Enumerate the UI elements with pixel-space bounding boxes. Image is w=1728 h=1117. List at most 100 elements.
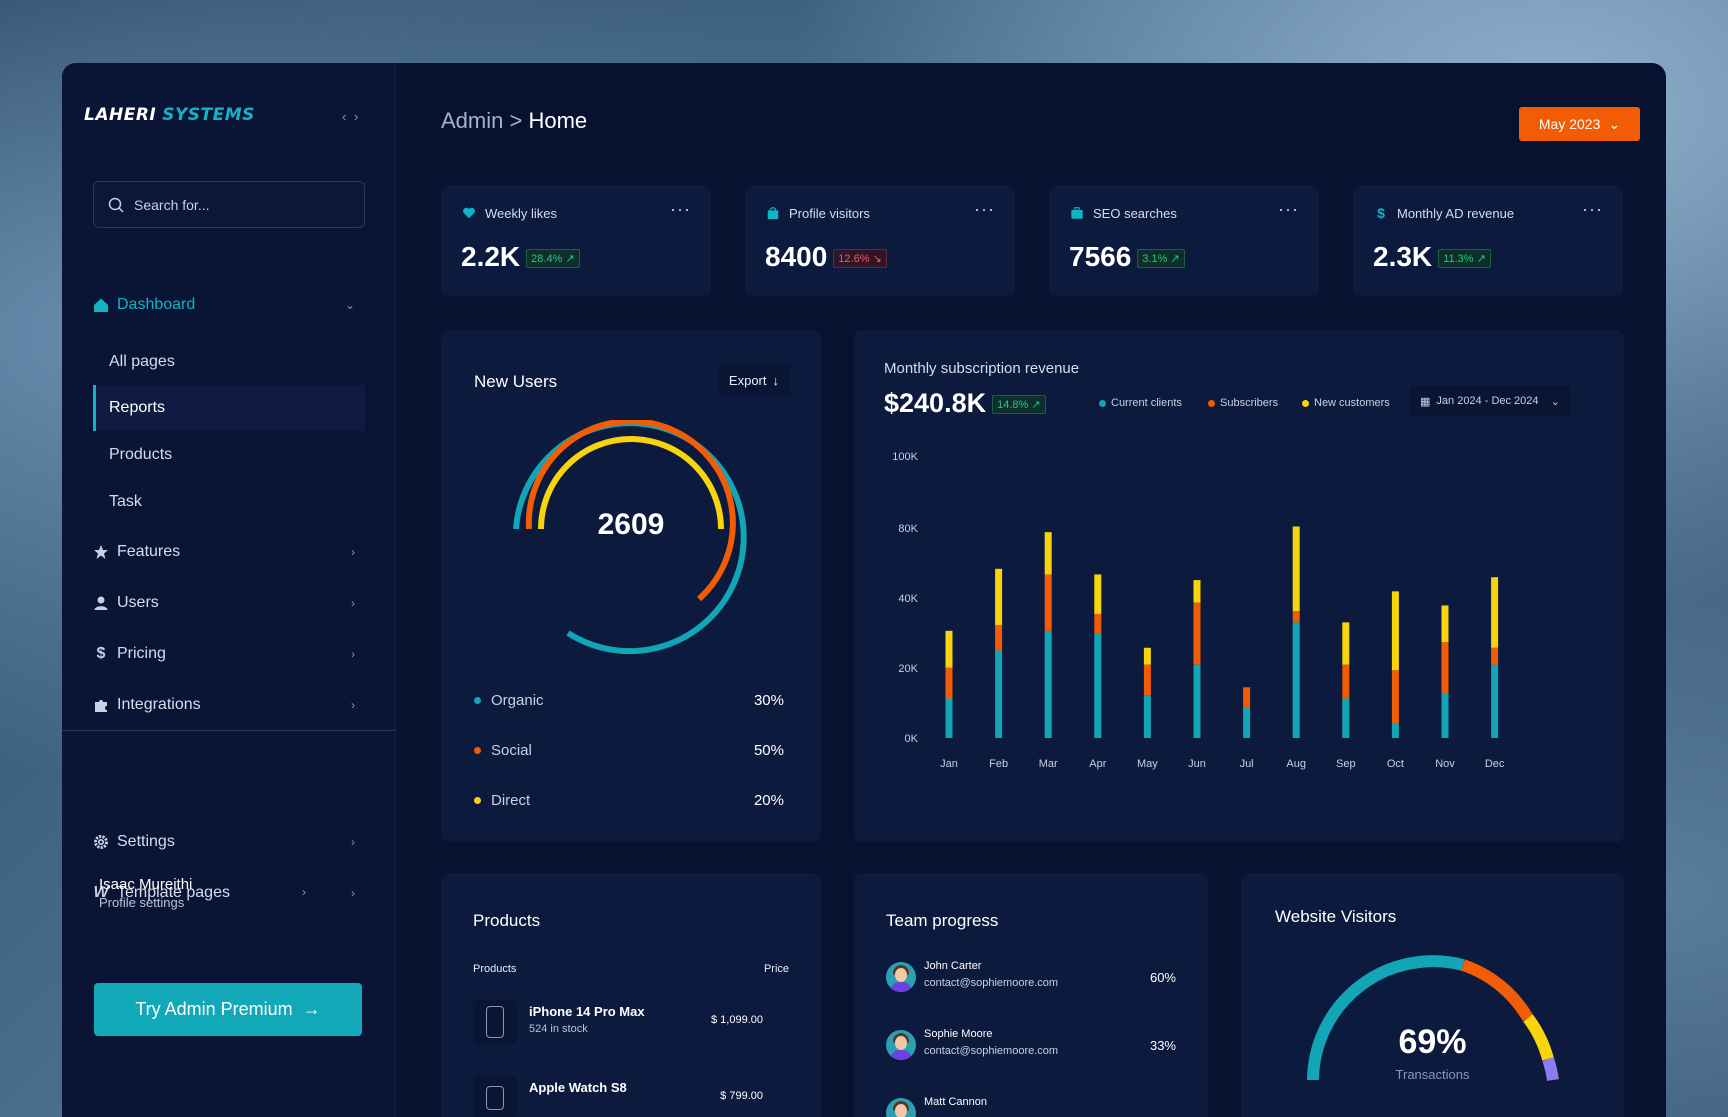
- search-box[interactable]: [93, 181, 365, 228]
- sidebar-item-label: Template pages: [117, 884, 230, 901]
- profile-settings-link[interactable]: Profile settings: [99, 895, 185, 910]
- brand-logo[interactable]: LAHERI SYSTEMS: [84, 105, 255, 125]
- bar-subscribers[interactable]: [1342, 664, 1350, 699]
- bar-subscribers[interactable]: [1441, 642, 1449, 693]
- bar-current-clients[interactable]: [1491, 664, 1499, 738]
- y-tick-label: 0K: [905, 733, 919, 745]
- kpi-number: 2.2K: [461, 241, 521, 272]
- sidebar-item-settings[interactable]: Settings ›: [93, 822, 365, 862]
- export-button[interactable]: Export ↓: [718, 365, 789, 395]
- date-range-picker[interactable]: ▦ Jan 2024 - Dec 2024 ⌄: [1410, 386, 1570, 416]
- product-price: $ 799.00: [720, 1090, 763, 1102]
- premium-label: Try Admin Premium: [135, 999, 293, 1019]
- more-options-icon[interactable]: ···: [974, 199, 995, 219]
- legend-pct: 50%: [753, 742, 784, 759]
- bar-current-clients[interactable]: [1193, 664, 1201, 738]
- sidebar-subitem-reports[interactable]: Reports: [93, 385, 365, 431]
- bar-subscribers[interactable]: [1094, 613, 1102, 634]
- product-row[interactable]: iPhone 14 Pro Max 524 in stock $ 1,099.0…: [473, 1000, 763, 1044]
- puzzle-icon: [93, 697, 109, 713]
- products-card: Products Products Price iPhone 14 Pro Ma…: [441, 873, 821, 1117]
- bar-subscribers[interactable]: [1491, 647, 1499, 665]
- bar-current-clients[interactable]: [1094, 633, 1102, 738]
- bar-subscribers[interactable]: [995, 625, 1003, 651]
- bar-subscribers[interactable]: [1044, 574, 1052, 631]
- bar-new-customers[interactable]: [1094, 574, 1102, 614]
- more-options-icon[interactable]: ···: [1278, 199, 1299, 219]
- heart-icon: [461, 205, 477, 221]
- visitors-title: Website Visitors: [1275, 907, 1397, 926]
- product-row[interactable]: Apple Watch S8 $ 799.00: [473, 1076, 763, 1117]
- chevron-right-icon: ›: [351, 647, 355, 661]
- bar-new-customers[interactable]: [945, 630, 953, 668]
- revenue-card: Monthly subscription revenue $240.8K 14.8…: [854, 330, 1624, 842]
- member-progress: 60%: [1149, 970, 1176, 985]
- kpi-delta-badge: 3.1% ↗: [1137, 249, 1185, 269]
- bar-current-clients[interactable]: [945, 698, 953, 738]
- bar-current-clients[interactable]: [1441, 692, 1449, 738]
- revenue-amount: $240.8K: [884, 388, 987, 418]
- sidebar-item-template-pages[interactable]: W Template pages ›: [93, 873, 365, 913]
- home-icon: [93, 297, 109, 313]
- sidebar-item-features[interactable]: Features ›: [93, 532, 365, 572]
- sidebar-subitem-all-pages[interactable]: All pages: [109, 353, 175, 370]
- bar-new-customers[interactable]: [1441, 605, 1449, 643]
- breadcrumb-root[interactable]: Admin: [441, 108, 504, 133]
- breadcrumb: Admin > Home: [441, 108, 587, 134]
- bar-new-customers[interactable]: [1292, 526, 1300, 612]
- try-premium-button[interactable]: Try Admin Premium →: [94, 983, 362, 1036]
- bar-current-clients[interactable]: [1044, 630, 1052, 738]
- star-icon: [93, 544, 109, 560]
- more-options-icon[interactable]: ···: [1582, 199, 1603, 219]
- more-options-icon[interactable]: ···: [670, 199, 691, 219]
- bar-new-customers[interactable]: [1143, 647, 1151, 665]
- x-tick-label: May: [1137, 758, 1158, 770]
- chevron-down-icon: ⌄: [1550, 395, 1560, 408]
- team-member-row[interactable]: John Carter contact@sophiemoore.com 60%: [886, 958, 1176, 998]
- y-tick-label: 100K: [892, 451, 918, 463]
- bar-new-customers[interactable]: [995, 568, 1003, 626]
- bar-current-clients[interactable]: [1391, 723, 1399, 738]
- bar-new-customers[interactable]: [1193, 580, 1201, 603]
- bar-current-clients[interactable]: [1292, 622, 1300, 738]
- bar-new-customers[interactable]: [1491, 577, 1499, 648]
- bar-new-customers[interactable]: [1391, 591, 1399, 671]
- member-email: contact@sophiemoore.com: [924, 1045, 1059, 1057]
- bar-current-clients[interactable]: [995, 650, 1003, 738]
- collapse-sidebar-icon[interactable]: ‹ ›: [342, 109, 361, 124]
- bar-new-customers[interactable]: [1342, 622, 1350, 665]
- sidebar-item-pricing[interactable]: $ Pricing ›: [93, 634, 365, 674]
- bar-current-clients[interactable]: [1243, 706, 1251, 738]
- profile-name[interactable]: Isaac Mureithi: [99, 876, 193, 893]
- ring-direct: [538, 436, 724, 530]
- sidebar-subitem-products[interactable]: Products: [109, 446, 173, 463]
- social-dot: [474, 747, 481, 754]
- search-icon: [108, 197, 124, 213]
- team-member-row[interactable]: Sophie Moore contact@sophiemoore.com 33%: [886, 1026, 1176, 1066]
- bar-new-customers[interactable]: [1044, 532, 1052, 575]
- chevron-right-icon[interactable]: ›: [302, 885, 306, 899]
- sidebar-item-users[interactable]: Users ›: [93, 583, 365, 623]
- bar-subscribers[interactable]: [1143, 664, 1151, 696]
- sidebar-item-integrations[interactable]: Integrations ›: [93, 685, 365, 725]
- bar-subscribers[interactable]: [1243, 687, 1251, 707]
- bar-subscribers[interactable]: [1391, 670, 1399, 724]
- bar-subscribers[interactable]: [1193, 602, 1201, 665]
- product-price: $ 1,099.00: [711, 1014, 763, 1026]
- ring-social: [525, 420, 736, 602]
- sidebar-item-dashboard[interactable]: Dashboard ⌄: [93, 285, 365, 325]
- sidebar-item-label: Settings: [117, 833, 175, 850]
- bar-current-clients[interactable]: [1342, 698, 1350, 738]
- bar-current-clients[interactable]: [1143, 695, 1151, 738]
- bar-subscribers[interactable]: [945, 667, 953, 699]
- team-member-row[interactable]: Matt Cannon: [886, 1094, 1176, 1117]
- bar-subscribers[interactable]: [1292, 611, 1300, 623]
- kpi-number: 8400: [765, 241, 828, 272]
- month-selector-button[interactable]: May 2023 ⌄: [1519, 107, 1640, 141]
- search-input[interactable]: [134, 196, 334, 213]
- x-tick-label: Aug: [1286, 758, 1306, 770]
- legend-label: Current clients: [1111, 397, 1182, 409]
- gear-icon: [93, 834, 109, 850]
- kpi-delta: 3.1%: [1142, 253, 1168, 266]
- sidebar-subitem-task[interactable]: Task: [109, 493, 142, 510]
